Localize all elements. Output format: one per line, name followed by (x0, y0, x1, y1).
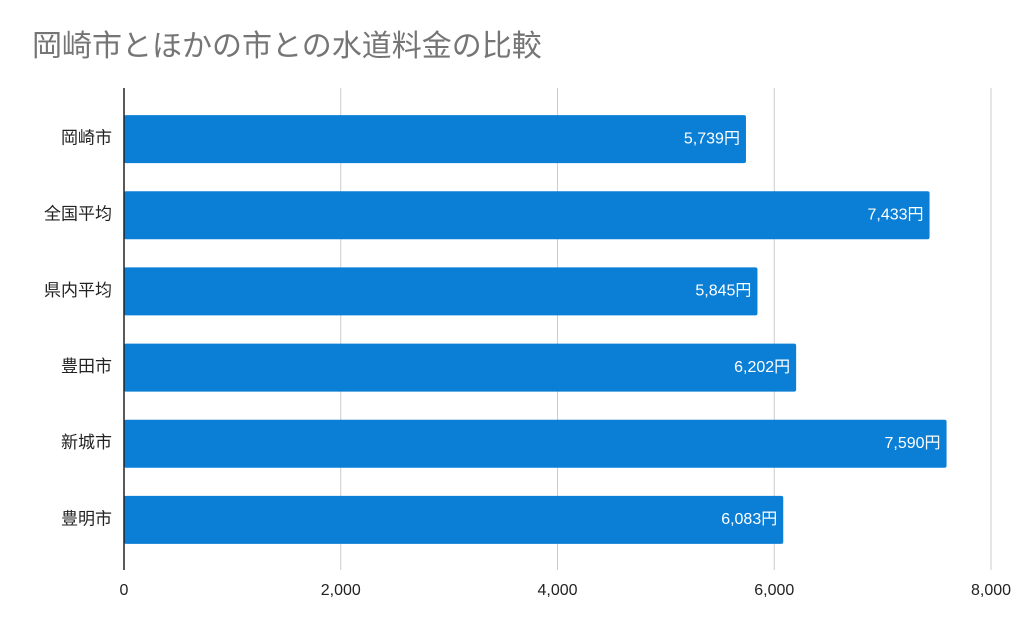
x-tick-label: 6,000 (754, 582, 794, 599)
value-label: 7,433円 (868, 206, 924, 223)
y-tick-label: 豊明市 (61, 509, 112, 528)
x-tick-label: 8,000 (971, 582, 1011, 599)
x-tick-label: 4,000 (537, 582, 577, 599)
x-tick-label: 2,000 (321, 582, 361, 599)
bar (124, 267, 758, 316)
bar (124, 343, 797, 392)
bar (124, 419, 947, 468)
y-tick-label: 新城市 (61, 433, 112, 452)
value-label: 6,083円 (721, 511, 777, 528)
y-tick-label: 豊田市 (61, 357, 112, 376)
bar (124, 115, 746, 164)
value-label: 6,202円 (734, 359, 790, 376)
bar (124, 191, 930, 240)
value-label: 5,739円 (684, 130, 740, 147)
y-tick-label: 全国平均 (44, 205, 112, 224)
y-tick-label: 岡崎市 (61, 129, 112, 148)
bar (124, 495, 784, 544)
value-label: 7,590円 (885, 435, 941, 452)
value-label: 5,845円 (695, 283, 751, 300)
x-tick-label: 0 (120, 582, 129, 599)
chart-title: 岡崎市とほかの市との水道料金の比較 (32, 30, 542, 63)
y-tick-label: 県内平均 (44, 281, 112, 300)
